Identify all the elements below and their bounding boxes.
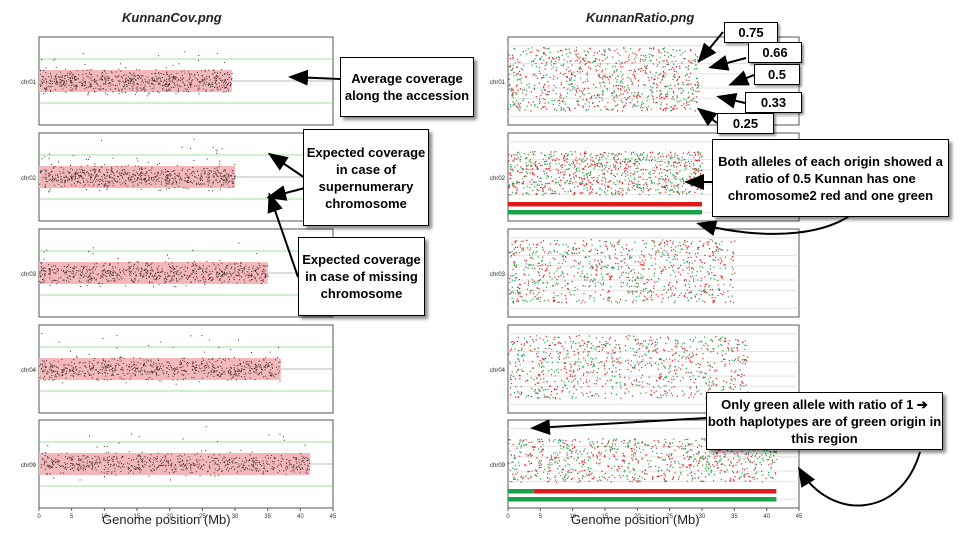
arrow — [728, 70, 755, 86]
green-haplotype-bar — [508, 489, 534, 494]
ratio-dots — [508, 151, 703, 196]
arrow — [530, 417, 707, 436]
average-band — [39, 166, 235, 188]
ratio-dots — [508, 47, 700, 112]
coverage-panel-chr03: chr03 — [21, 228, 334, 318]
coverage-panel-chr01: chr01 — [21, 36, 334, 126]
x-tick-label: 25 — [199, 514, 206, 520]
ratio-dots — [508, 239, 736, 304]
average-band — [39, 70, 232, 92]
ratio-label-075: 0.75 — [724, 22, 778, 43]
average-band — [39, 262, 268, 284]
average-band — [39, 453, 311, 475]
x-tick-label: 35 — [264, 514, 271, 520]
x-tick-label: 20 — [634, 514, 641, 520]
x-axes: 0 5 10 15 20 25 30 35 40 45 0 5 10 15 20 25 30 35 40 45 — [37, 508, 803, 520]
x-tick-label: 30 — [699, 514, 706, 520]
ratio-label-066: 0.66 — [748, 42, 802, 63]
x-tick-label: 0 — [506, 514, 510, 520]
x-tick-label: 5 — [70, 514, 74, 520]
coverage-panel-chr04: chr04 — [21, 324, 334, 414]
arrow — [708, 55, 747, 71]
x-tick-label: 15 — [134, 514, 141, 520]
arrow — [797, 451, 921, 507]
red-haplotype-bar — [533, 489, 777, 494]
chromosome-label: chr09 — [490, 463, 506, 469]
chromosome-label: chr02 — [21, 176, 37, 182]
x-tick-label: 15 — [602, 514, 609, 520]
callout-average-coverage: Average coverage along the accession — [340, 57, 474, 117]
x-tick-label: 5 — [539, 514, 543, 520]
callout-supernumerary: Expected coverage in case of supernumera… — [303, 129, 429, 226]
x-tick-label: 0 — [37, 514, 41, 520]
coverage-panel-chr02: chr02 — [21, 132, 334, 222]
green-haplotype-bar — [508, 497, 777, 502]
arrow — [696, 107, 718, 127]
callout-missing: Expected coverage in case of missing chr… — [298, 237, 425, 316]
coverage-dots — [40, 426, 310, 481]
red-haplotype-bar — [508, 202, 702, 207]
ratio-label-025: 0.25 — [717, 113, 774, 134]
x-tick-label: 20 — [166, 514, 173, 520]
chromosome-label: chr04 — [490, 368, 506, 374]
arrow — [267, 192, 299, 278]
arrow — [267, 152, 306, 179]
green-haplotype-bar — [508, 210, 702, 215]
coverage-dots — [39, 333, 281, 385]
x-tick-label: 10 — [569, 514, 576, 520]
x-tick-label: 45 — [796, 514, 803, 520]
panel-frame — [507, 228, 800, 318]
right-x-axis-label: Genome position (Mb) — [571, 512, 700, 527]
ratio-label-033: 0.33 — [745, 92, 802, 113]
arrow — [697, 31, 724, 64]
x-tick-label: 40 — [763, 514, 770, 520]
ratio-panel-chr03: chr03 — [490, 228, 800, 318]
ratio-dots — [508, 438, 778, 483]
x-tick-label: 30 — [232, 514, 239, 520]
chromosome-label: chr01 — [490, 80, 506, 86]
x-tick-label: 45 — [330, 514, 337, 520]
ratio-dots — [508, 335, 749, 400]
chromosome-label: chr09 — [21, 463, 37, 469]
chromosome-label: chr01 — [21, 80, 37, 86]
callout-both-alleles: Both alleles of each origin showed a rat… — [712, 139, 949, 217]
chromosome-label: chr03 — [21, 272, 37, 278]
x-tick-label: 10 — [101, 514, 108, 520]
chromosome-label: chr02 — [490, 176, 506, 182]
callout-only-green: Only green allele with ratio of 1 ➔ both… — [706, 392, 943, 450]
callout-arrows — [266, 31, 921, 507]
coverage-panels: chr01 chr02 chr03 chr04 chr09 — [21, 36, 334, 509]
left-x-axis-label: Genome position (Mb) — [102, 512, 231, 527]
x-tick-label: 25 — [666, 514, 673, 520]
arrow — [288, 69, 341, 86]
x-tick-label: 40 — [297, 514, 304, 520]
left-title: KunnanCov.png — [122, 10, 222, 25]
arrow — [716, 92, 746, 109]
right-title: KunnanRatio.png — [586, 10, 695, 25]
x-tick-label: 35 — [731, 514, 738, 520]
chromosome-label: chr04 — [21, 368, 37, 374]
coverage-dots — [39, 242, 269, 288]
ratio-label-05: 0.5 — [754, 64, 800, 85]
coverage-panel-chr09: chr09 — [21, 419, 334, 509]
coverage-dots — [39, 51, 233, 97]
chromosome-label: chr03 — [490, 272, 506, 278]
coverage-dots — [39, 138, 236, 193]
